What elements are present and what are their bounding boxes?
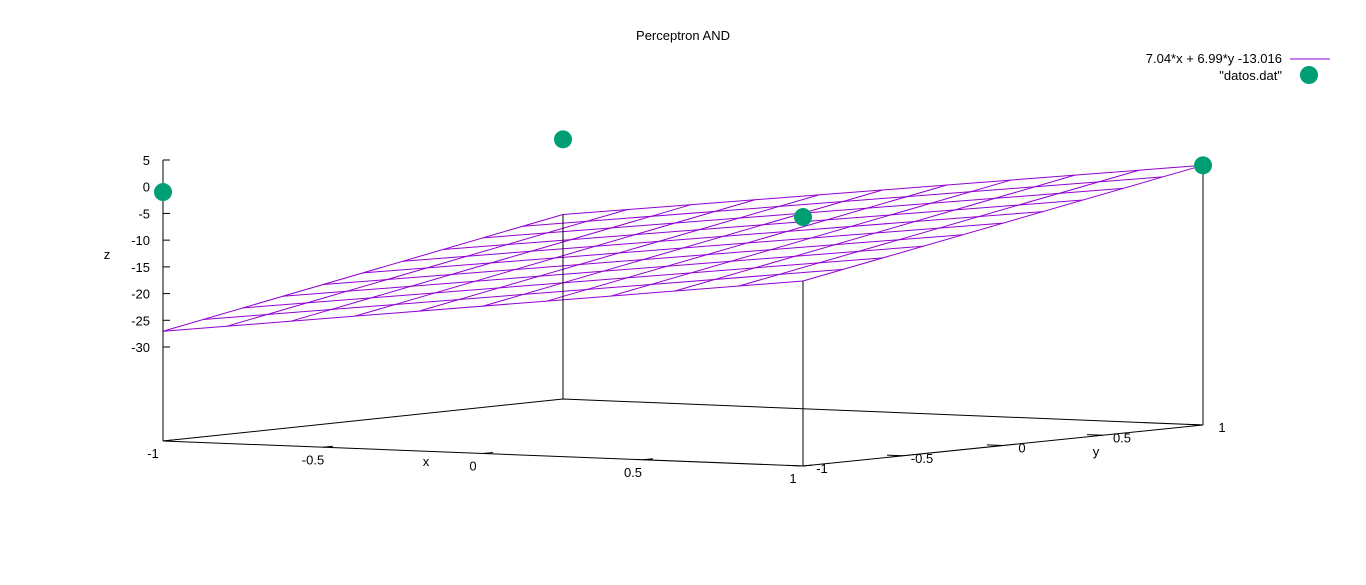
y-tick (886, 454, 904, 457)
y-tick (986, 444, 1004, 446)
x-tick-label: 0 (469, 459, 476, 474)
y-axis-label: y (1093, 444, 1100, 459)
z-tick-label: 5 (143, 153, 150, 168)
data-point (554, 130, 572, 149)
surface-line-x (674, 174, 1076, 292)
x-tick (802, 464, 814, 467)
z-tick-label: -10 (131, 233, 150, 248)
legend-swatch-points (1300, 66, 1318, 84)
surface-line-x (546, 184, 948, 302)
y-tick (1186, 423, 1204, 426)
surface-line-x (610, 179, 1012, 297)
surface-line-y (442, 199, 1084, 251)
y-tick-label: -1 (816, 461, 828, 476)
x-tick-label: -1 (147, 446, 159, 461)
y-tick (1086, 434, 1104, 436)
y-tick-label: -0.5 (911, 451, 933, 466)
x-tick (642, 458, 654, 461)
x-tick-label: -0.5 (302, 452, 324, 467)
x-tick (322, 445, 334, 448)
legend: 7.04*x + 6.99*y -13.016 "datos.dat" (1146, 51, 1330, 84)
y-tick-label: 1 (1218, 420, 1225, 435)
z-tick-label: -30 (131, 340, 150, 355)
z-axis-label: z (104, 247, 111, 262)
surface-line-x (802, 164, 1204, 282)
data-point (794, 208, 812, 227)
z-tick-label: -15 (131, 260, 150, 275)
surface-line-x (738, 169, 1140, 287)
surface-mesh (162, 164, 1204, 332)
x-tick-label: 0.5 (624, 465, 642, 480)
surface-line-y (562, 164, 1204, 216)
z-tick-label: -25 (131, 313, 150, 328)
y-tick (786, 464, 804, 467)
x-tick (482, 451, 494, 454)
z-tick-label: 0 (143, 180, 150, 195)
data-point (154, 183, 172, 202)
x-tick-label: 1 (789, 471, 796, 486)
z-tick-label: -20 (131, 287, 150, 302)
y-tick-label: 0.5 (1113, 430, 1131, 445)
data-point (1194, 156, 1212, 175)
surface-line-y (362, 222, 1004, 274)
chart-title: Perceptron AND (636, 28, 730, 43)
x-axis-label: x (423, 454, 430, 469)
surface-line-y (402, 211, 1044, 262)
legend-label-surface: 7.04*x + 6.99*y -13.016 (1146, 51, 1282, 66)
x-tick (162, 439, 174, 442)
data-points (154, 130, 1212, 227)
surface-line-y (522, 176, 1164, 227)
legend-label-points: "datos.dat" (1219, 68, 1282, 83)
axes: 5 0 -5 -10 -15 -20 -25 -30 -1 -0.5 0 0.5 1 -1 -0.5 0 0.5… (131, 153, 1225, 486)
z-tick-label: -5 (138, 206, 150, 221)
y-tick-label: 0 (1018, 441, 1025, 456)
